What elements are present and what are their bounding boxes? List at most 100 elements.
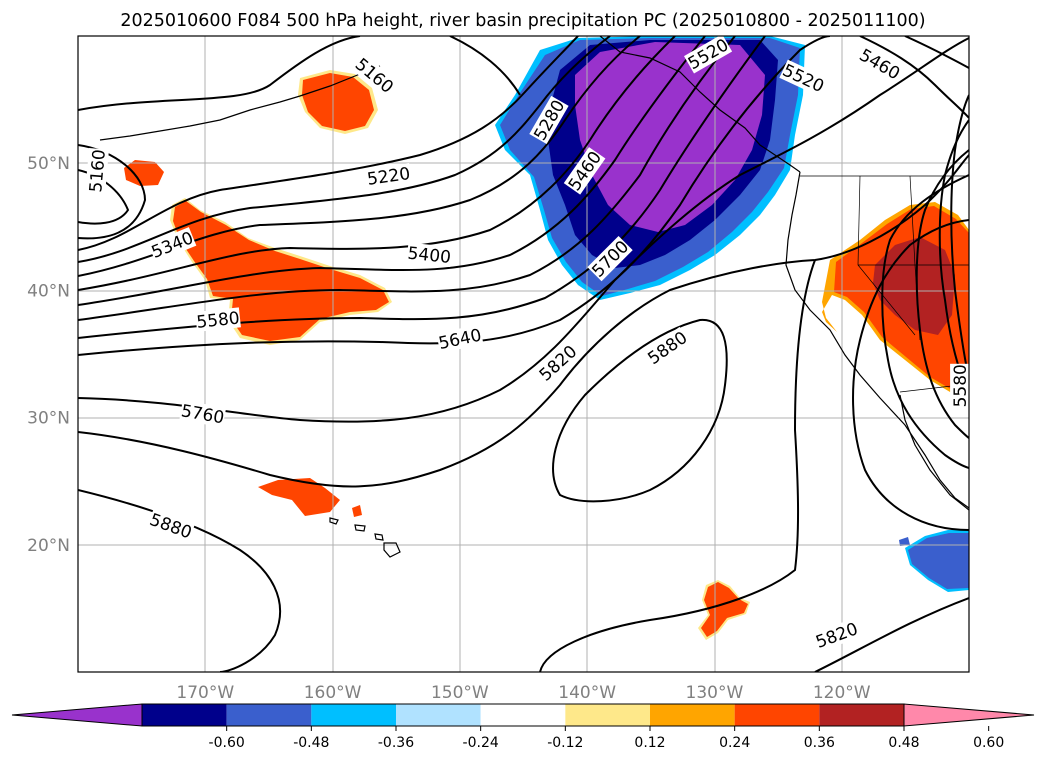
colorbar-segment: [650, 704, 735, 726]
colorbar-tick-label: 0.12: [634, 735, 665, 751]
contour-label-bg: [365, 162, 412, 189]
contour-label-bg: [406, 242, 453, 268]
coast-baja: [899, 394, 969, 511]
contour-c3: [78, 36, 611, 263]
precip-blob-mexico-small: [899, 537, 910, 546]
contour-5580: [78, 36, 736, 321]
contour-label-bg: [587, 235, 633, 282]
lat-labels: 20°N 30°N 40°N 50°N: [27, 154, 70, 556]
coast-aleutians: [99, 65, 381, 141]
contour-5520-east: [859, 36, 969, 119]
coast-hawaii-2: [354, 524, 366, 532]
gridlines: [78, 36, 969, 672]
colorbar-frame: [141, 703, 905, 727]
lon-tick-label: 130°W: [686, 683, 744, 703]
contour-5820-se: [814, 597, 969, 672]
lon-tick-label: 170°W: [176, 683, 234, 703]
contour-5640: [78, 36, 766, 339]
lon-tick-label: 150°W: [431, 683, 489, 703]
coastlines: [99, 36, 969, 558]
contour-label-bg: [436, 324, 484, 354]
colorbar-segment: [226, 704, 312, 726]
colorbar-segment: [565, 704, 650, 726]
precip-blob-south: [701, 582, 748, 637]
colorbar-tick-label: -0.48: [293, 735, 329, 751]
lon-tick-label: 120°W: [813, 683, 871, 703]
colorbar-tick-label: -0.12: [547, 735, 583, 751]
contour-label-bg: [684, 36, 733, 74]
coast-alaska: [599, 36, 801, 173]
coast-hawaii-1: [329, 517, 339, 525]
contour-5580-east: [950, 94, 969, 381]
contour-label-bg: [195, 307, 241, 332]
contour-label-bg: [148, 227, 197, 263]
contour-label-bg: [179, 400, 227, 428]
contour-label: 5580: [951, 364, 971, 407]
contour-5460-east: [904, 36, 969, 69]
height-contours: [78, 36, 969, 672]
contour-label: 5580: [196, 308, 241, 332]
contour-5700: [78, 36, 831, 356]
contour-5880: [78, 489, 281, 672]
chart-title: 2025010600 F084 500 hPa height, river ba…: [120, 11, 925, 31]
precip-blob-negative-4: [575, 42, 765, 232]
contour-label-bg: [950, 363, 969, 408]
precip-blob-hawaii-small: [352, 505, 362, 517]
contour-label: 5400: [407, 244, 452, 268]
precip-blob-aleutian: [302, 73, 374, 131]
lat-tick-label: 50°N: [27, 154, 70, 174]
colorbar-segment: [311, 704, 396, 726]
lon-labels: 170°W 160°W 150°W 140°W 130°W 120°W: [176, 683, 870, 703]
contour-5880-closed: [552, 318, 728, 503]
contour-5760-east: [881, 174, 969, 469]
contour-5400: [78, 36, 676, 291]
coast-hawaii-4: [383, 542, 401, 558]
colorbar-tick-label: -0.36: [378, 735, 414, 751]
contour-label-bg: [534, 340, 581, 386]
precip-blob-w1: [124, 160, 164, 186]
lon-tick-label: 140°W: [558, 683, 616, 703]
contour-label: 5160: [86, 148, 110, 193]
contour-5820: [78, 154, 969, 488]
colorbar-tick-label: -0.60: [209, 735, 245, 751]
lon-tick-label: 160°W: [304, 683, 362, 703]
colorbar-extend-high: [903, 703, 1035, 727]
contour-label-group: 5580: [950, 363, 971, 408]
map-frame: [77, 35, 970, 673]
contour-label-bg: [812, 618, 861, 653]
precip-blob-mexico: [908, 533, 969, 589]
precip-shading: [124, 36, 969, 640]
contour-label-bg: [643, 326, 692, 369]
precip-blob-hawaii: [258, 478, 340, 516]
contour-label-bg: [85, 148, 109, 194]
colorbar-tick-label: 0.24: [719, 735, 750, 751]
colorbar-tick-label: 0.48: [888, 735, 919, 751]
colorbar-tick-label: 0.36: [804, 735, 835, 751]
contour-5220: [78, 36, 579, 251]
contour-5820-south: [539, 259, 816, 672]
contour-label-bg: [351, 53, 398, 98]
colorbar-tick-label: 0.60: [973, 735, 1004, 751]
contour-5640-east: [938, 119, 969, 396]
contour-5700-east: [915, 149, 969, 439]
colorbar-segment: [734, 704, 820, 726]
colorbar-segment: [396, 704, 481, 726]
contour-label-group: 5580: [195, 307, 241, 333]
contour-label-bg: [529, 95, 569, 145]
contour-label-group: 5160: [85, 148, 110, 194]
contour-5160: [78, 36, 521, 111]
colorbar-segment: [819, 704, 904, 726]
contour-label-bg: [779, 59, 828, 97]
contour-label-bg: [146, 508, 196, 543]
colorbar-extend-low: [11, 703, 143, 727]
precip-blob-us-west-core: [873, 237, 955, 335]
colorbar-segment: [480, 704, 566, 726]
contour-5340: [78, 36, 641, 277]
lat-tick-label: 30°N: [27, 409, 70, 429]
contour-label-group: 5400: [406, 242, 453, 268]
colorbar-segment: [142, 704, 227, 726]
lat-tick-label: 40°N: [27, 281, 70, 301]
contour-label-bg: [563, 147, 606, 195]
lat-tick-label: 20°N: [27, 536, 70, 556]
